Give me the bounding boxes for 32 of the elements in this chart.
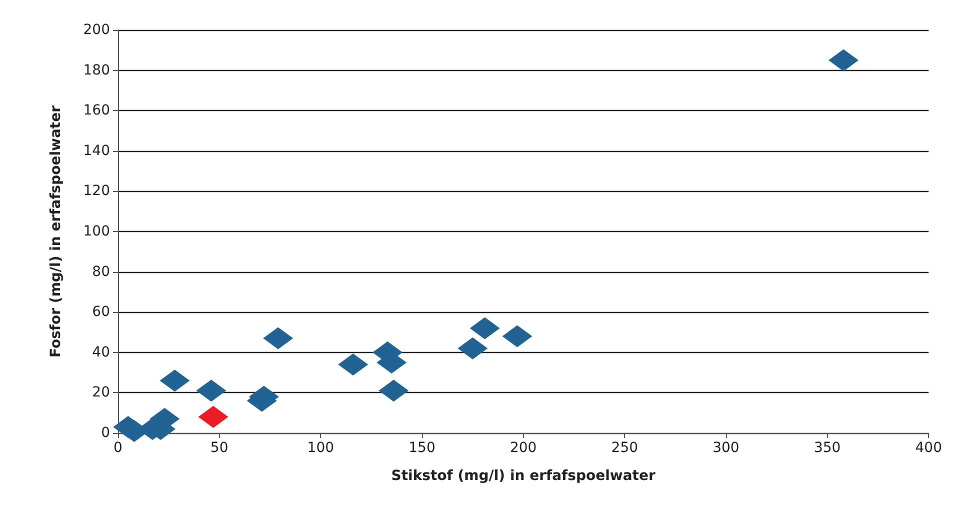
point: [470, 317, 500, 340]
x-tick-label: 100: [307, 440, 334, 456]
y-tick-label: 140: [83, 142, 110, 159]
y-tick-label: 0: [101, 425, 110, 441]
y-tick-label: 120: [83, 183, 110, 200]
point: [160, 370, 190, 392]
point: [378, 380, 409, 402]
x-tick-label: 350: [814, 440, 841, 456]
y-tick-label: 80: [92, 264, 110, 280]
x-tick-label: 50: [210, 440, 228, 456]
point: [263, 327, 294, 350]
x-tick-label: 0: [114, 440, 122, 456]
point: [198, 406, 228, 428]
x-axis-title: Stikstof (mg/l) in erfafspoelwater: [391, 468, 656, 484]
y-tick-label: 20: [92, 384, 110, 401]
x-tick-label: 400: [915, 440, 942, 456]
x-tick-label: 200: [510, 440, 537, 456]
x-tick-label: 300: [712, 440, 740, 456]
y-tick-label: 40: [92, 344, 110, 360]
x-tick-label: 150: [408, 440, 436, 456]
y-tick-label: 100: [83, 224, 110, 240]
y-tick-label: 60: [92, 304, 110, 320]
point: [338, 353, 368, 376]
y-tick-label: 200: [83, 22, 110, 38]
point: [828, 49, 859, 72]
point: [502, 325, 532, 348]
x-tick-label: 250: [611, 440, 638, 456]
y-tick-label: 160: [83, 102, 110, 119]
point: [458, 337, 488, 360]
point: [196, 380, 226, 402]
y-axis-title: Fosfor (mg/l) in erfafspoelwater: [48, 105, 64, 358]
y-tick-label: 180: [83, 62, 110, 78]
